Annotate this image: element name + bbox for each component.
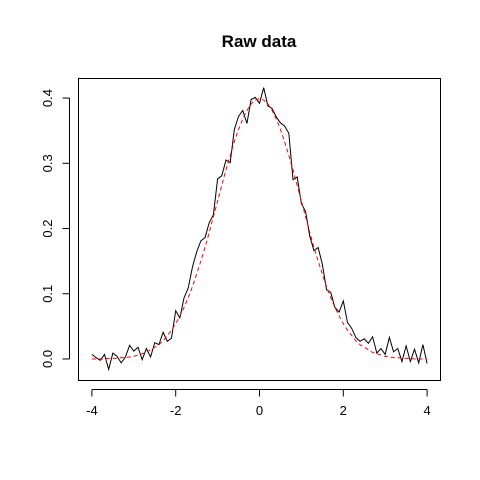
y-tick-label: 0.4 bbox=[40, 89, 55, 107]
y-tick-label: 0.1 bbox=[40, 285, 55, 303]
fitted-curve-line bbox=[91, 98, 428, 360]
chart-title: Raw data bbox=[222, 32, 297, 51]
x-tick-label: 0 bbox=[256, 403, 263, 418]
x-tick-label: -2 bbox=[170, 403, 182, 418]
plot-frame bbox=[78, 78, 441, 381]
y-tick-label: 0.2 bbox=[40, 219, 55, 237]
series-layer bbox=[91, 87, 428, 372]
y-tick-label: 0.0 bbox=[40, 350, 55, 368]
x-tick-label: -4 bbox=[86, 403, 98, 418]
y-axis: 0.0 0.1 0.2 0.3 0.4 bbox=[40, 89, 70, 368]
x-tick-label: 2 bbox=[340, 403, 347, 418]
x-tick-label: 4 bbox=[423, 403, 430, 418]
x-axis: -4 -2 0 2 4 bbox=[86, 389, 431, 418]
raw-data-line bbox=[91, 87, 428, 372]
y-tick-label: 0.3 bbox=[40, 154, 55, 172]
